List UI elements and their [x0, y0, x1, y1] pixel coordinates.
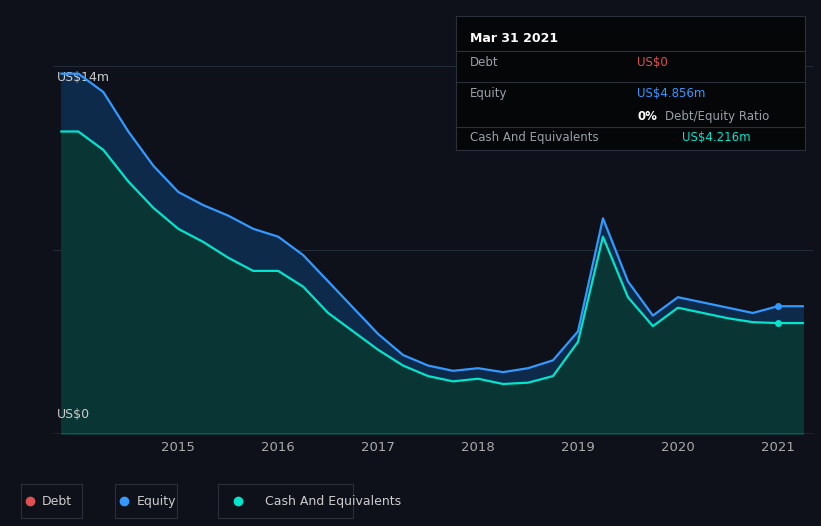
Text: US$4.856m: US$4.856m — [637, 87, 705, 100]
Text: Debt: Debt — [470, 56, 498, 69]
Text: Cash And Equivalents: Cash And Equivalents — [265, 494, 401, 508]
Text: Cash And Equivalents: Cash And Equivalents — [470, 131, 599, 144]
Text: US$0: US$0 — [57, 408, 90, 421]
Text: Debt: Debt — [42, 494, 72, 508]
Text: Debt/Equity Ratio: Debt/Equity Ratio — [665, 110, 769, 123]
Text: US$14m: US$14m — [57, 72, 110, 84]
Text: US$0: US$0 — [637, 56, 667, 69]
Text: Equity: Equity — [470, 87, 507, 100]
Text: 0%: 0% — [637, 110, 657, 123]
Text: Equity: Equity — [136, 494, 176, 508]
Text: Mar 31 2021: Mar 31 2021 — [470, 32, 557, 45]
Text: US$4.216m: US$4.216m — [682, 131, 751, 144]
